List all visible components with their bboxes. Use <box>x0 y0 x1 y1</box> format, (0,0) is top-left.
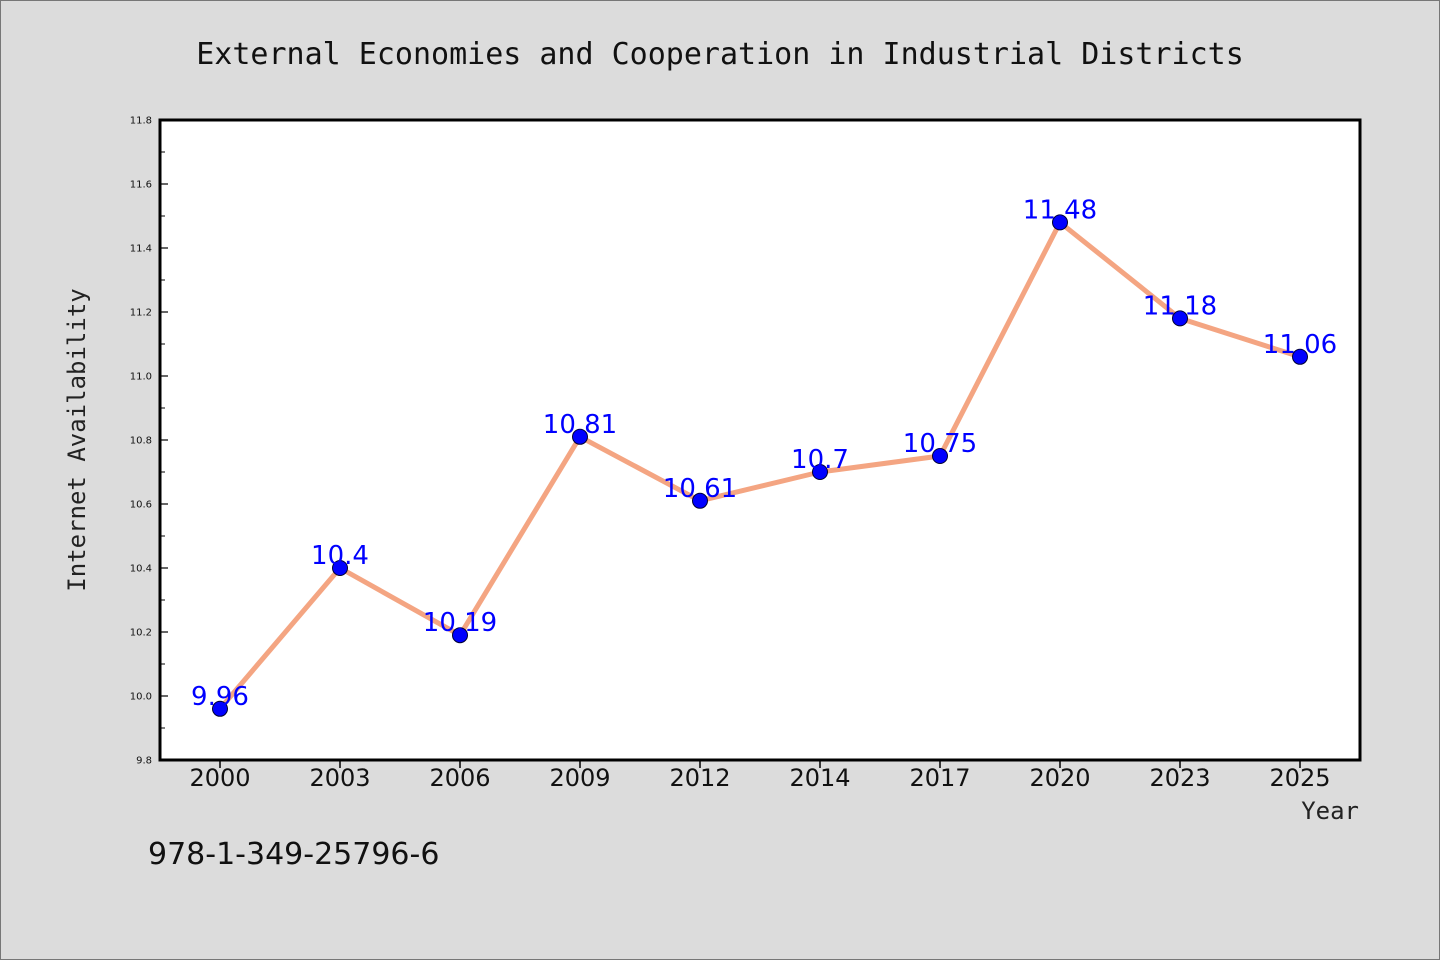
plot-area <box>158 118 1362 762</box>
x-tick-label: 2014 <box>789 764 850 792</box>
y-tick-label: 11.8 <box>130 116 152 127</box>
data-point <box>572 428 588 445</box>
x-tick-label: 2012 <box>669 764 730 792</box>
x-tick-label: 2020 <box>1029 764 1090 792</box>
data-point <box>332 560 348 576</box>
x-axis: 2000 2003 2006 2009 2012 2014 2017 2020 2023 2025 <box>189 760 1331 792</box>
data-markers <box>212 214 1308 717</box>
y-tick-label: 10.8 <box>130 436 152 447</box>
data-point <box>1292 348 1308 365</box>
x-tick-label: 2025 <box>1269 764 1330 792</box>
y-axis-label: Internet Availability <box>63 288 91 591</box>
isbn-label: 978-1-349-25796-6 <box>148 837 439 872</box>
data-label: 9.96 <box>191 682 249 712</box>
y-tick-label: 10.2 <box>130 628 152 639</box>
x-tick-label: 2000 <box>189 764 250 792</box>
y-tick-label: 11.0 <box>130 372 152 383</box>
data-labels: 9.96 10.4 10.19 10.81 10.61 10.7 10.75 11.48 11.… <box>191 195 1337 711</box>
data-point <box>1052 214 1068 231</box>
y-tick-label: 11.6 <box>130 180 152 191</box>
chart-title: External Economies and Cooperation in In… <box>196 37 1244 72</box>
data-label: 10.81 <box>543 410 617 440</box>
series-line <box>218 219 1301 711</box>
x-tick-label: 2017 <box>909 764 970 792</box>
x-tick-label: 2023 <box>1149 764 1210 792</box>
data-point <box>812 464 828 480</box>
y-tick-label: 10.0 <box>130 692 152 703</box>
data-point <box>452 627 468 644</box>
x-tick-label: 2009 <box>549 764 610 792</box>
x-axis-label: Year <box>1301 797 1359 825</box>
data-label: 10.4 <box>311 541 369 571</box>
x-tick-label: 2006 <box>429 764 490 792</box>
data-label: 10.19 <box>423 608 497 638</box>
data-label: 11.06 <box>1263 330 1337 360</box>
data-label: 11.18 <box>1143 291 1217 321</box>
data-point <box>212 700 228 717</box>
x-tick-label: 2003 <box>309 764 370 792</box>
data-point <box>1172 310 1188 327</box>
y-tick-label: 10.6 <box>130 500 152 511</box>
y-tick-label: 9.8 <box>136 756 152 767</box>
data-point <box>692 492 708 509</box>
y-axis: 9.8 10.0 10.2 10.4 10.6 10.8 11.0 11.2 11.4 11.6 1… <box>130 116 168 767</box>
y-tick-label: 11.2 <box>130 308 152 319</box>
data-label: 10.61 <box>663 474 737 504</box>
y-tick-label: 10.4 <box>130 564 152 575</box>
data-point <box>932 448 948 464</box>
data-label: 11.48 <box>1023 195 1097 225</box>
data-label: 10.75 <box>903 429 977 459</box>
data-label: 10.7 <box>791 445 849 475</box>
y-tick-label: 11.4 <box>130 244 152 255</box>
